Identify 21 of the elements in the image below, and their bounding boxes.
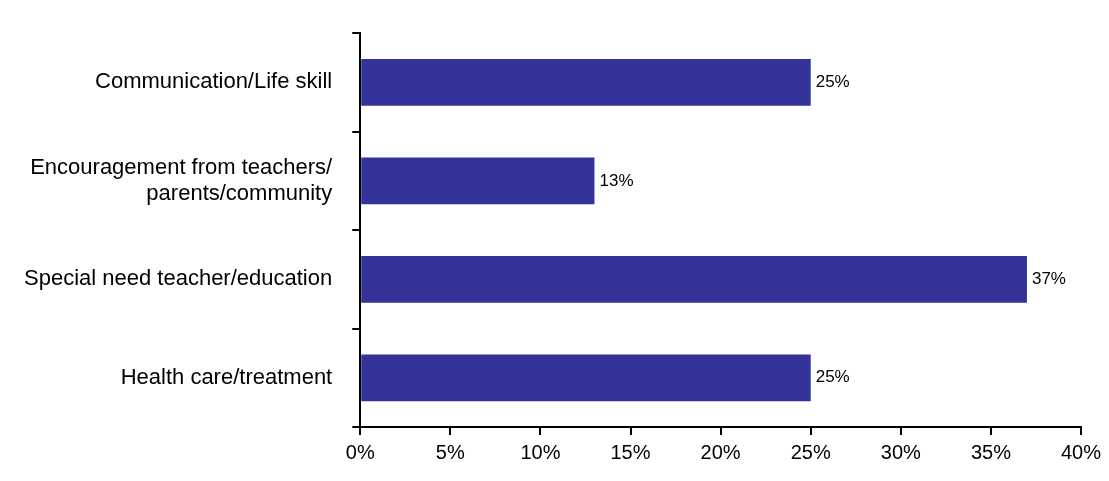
x-tick-label: 15%	[610, 440, 651, 463]
x-tick-label: 5%	[435, 440, 465, 463]
x-tick-label: 25%	[790, 440, 831, 463]
x-tick-label: 20%	[700, 440, 741, 463]
data-label: 25%	[815, 367, 850, 387]
y-tick-label: Special need teacher/education	[23, 265, 333, 291]
data-label: 25%	[815, 72, 850, 92]
bar	[361, 59, 811, 106]
x-tick-label: 30%	[880, 440, 922, 463]
x-tick-label: 10%	[520, 440, 561, 463]
data-label: 37%	[1031, 269, 1066, 289]
data-label: 13%	[599, 170, 634, 190]
x-tick-label: 35%	[970, 440, 1012, 463]
y-tick-label: Communication/Life skill	[95, 68, 333, 94]
x-tick-label: 0%	[345, 440, 375, 463]
y-tick-label: Encouragement from teachers/ parents/community	[30, 153, 334, 206]
x-tick-label: 40%	[1060, 440, 1102, 463]
bar	[361, 354, 811, 402]
bar	[361, 157, 595, 205]
bar	[361, 255, 1027, 303]
y-tick-label: Health care/treatment	[120, 363, 333, 389]
